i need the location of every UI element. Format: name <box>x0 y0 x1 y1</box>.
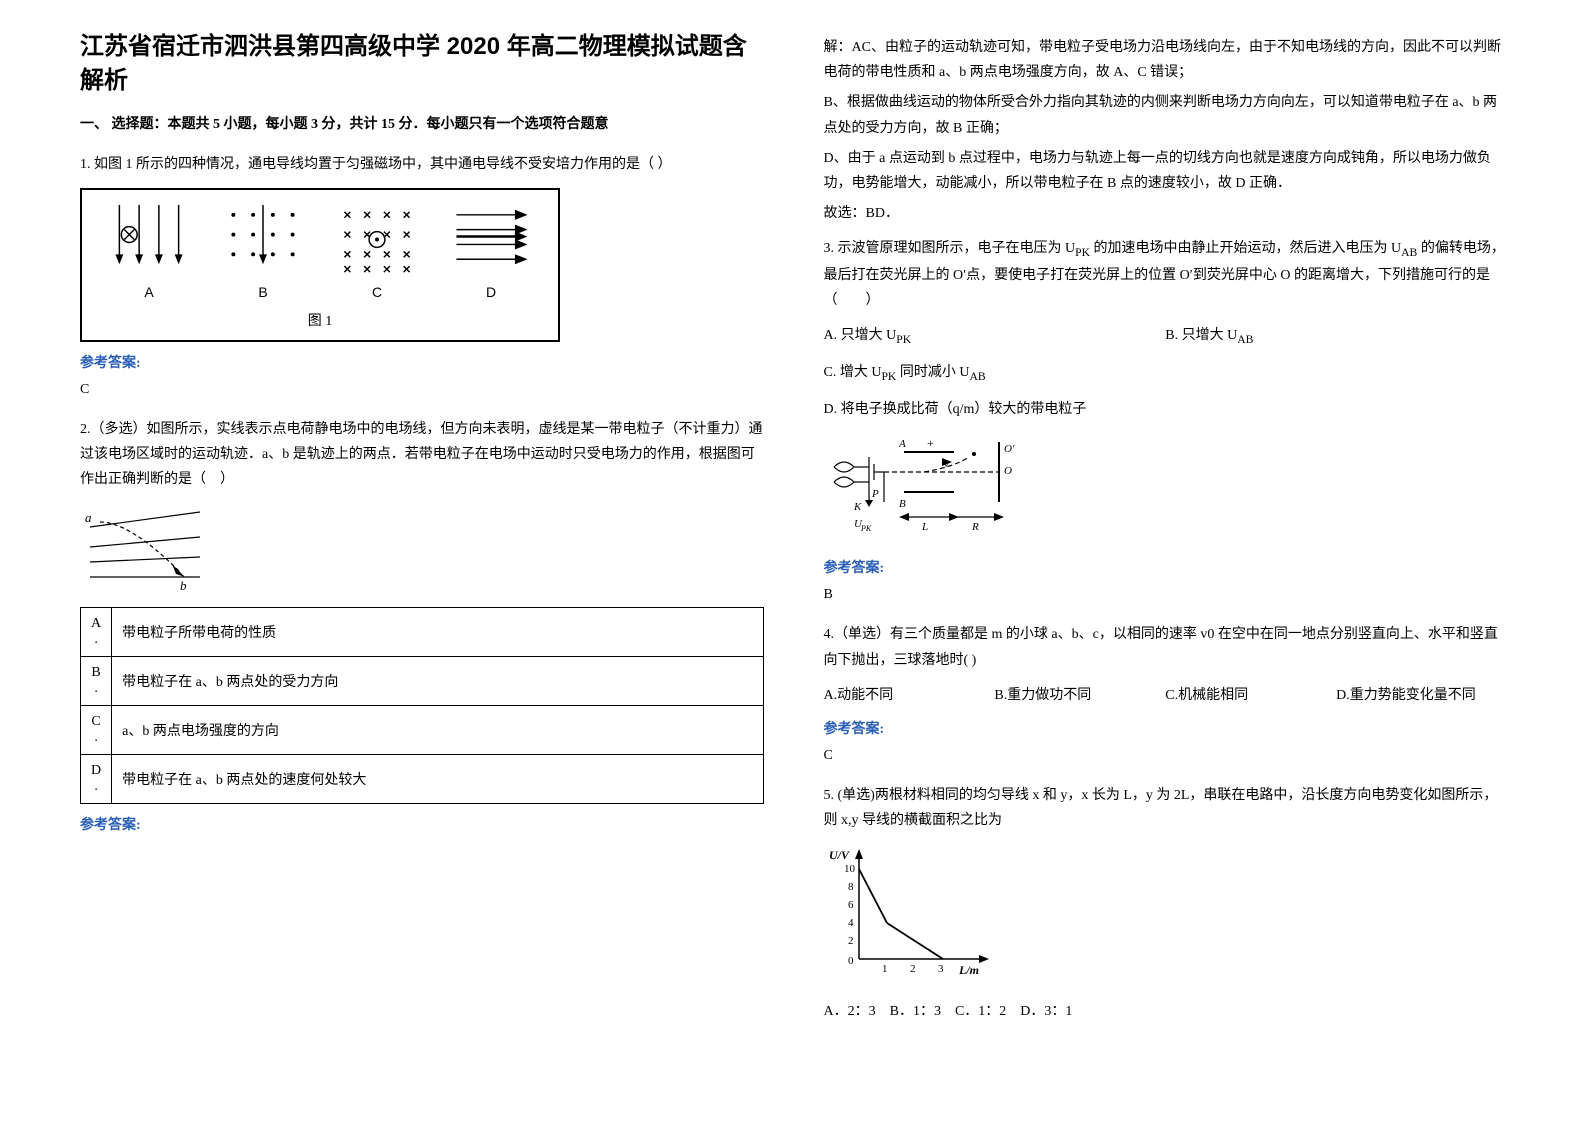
fig1-label-c: C <box>372 284 382 300</box>
answer-label-4: 参考答案: <box>824 718 1508 738</box>
answer-1: C <box>80 377 764 402</box>
opt-label-c: C. <box>81 706 112 755</box>
svg-text:K: K <box>853 501 862 513</box>
svg-text:10: 10 <box>844 863 856 875</box>
answer-4: C <box>824 743 1508 768</box>
fig1-caption: 图 1 <box>308 310 333 330</box>
figure-2: a b <box>80 502 764 597</box>
opt-label-a: A. <box>81 608 112 657</box>
svg-text:4: 4 <box>848 917 854 929</box>
question-4: 4.（单选）有三个质量都是 m 的小球 a、b、c，以相同的速率 v0 在空中在… <box>824 622 1508 672</box>
svg-text:A: A <box>898 438 906 450</box>
fig1-a-icon <box>109 200 189 279</box>
svg-text:b: b <box>180 578 187 592</box>
svg-text:R: R <box>971 521 979 533</box>
opt-text-b: 带电粒子在 a、b 两点处的受力方向 <box>112 657 763 706</box>
q3-option-c: C. 增大 UPK 同时减小 UAB <box>824 360 1508 387</box>
answer-3: B <box>824 582 1508 607</box>
fig1-label-a: A <box>144 284 153 300</box>
q3-option-d: D. 将电子换成比荷（q/m）较大的带电粒子 <box>824 397 1508 422</box>
q2-solution-3: D、由于 a 点运动到 b 点过程中，电场力与轨迹上每一点的切线方向也就是速度方… <box>824 146 1508 196</box>
table-row: D. 带电粒子在 a、b 两点处的速度何处较大 <box>81 755 764 804</box>
table-row: C. a、b 两点电场强度的方向 <box>81 706 764 755</box>
svg-text:0: 0 <box>848 955 854 967</box>
fig1-b-icon <box>223 200 303 279</box>
svg-text:8: 8 <box>848 881 854 893</box>
fig1-label-b: B <box>258 284 267 300</box>
q2-options-table: A. 带电粒子所带电荷的性质 B. 带电粒子在 a、b 两点处的受力方向 C. … <box>80 607 764 804</box>
q3-option-a: A. 只增大 UPK <box>824 323 1166 350</box>
svg-text:1: 1 <box>882 963 888 975</box>
opt-label-d: D. <box>81 755 112 804</box>
svg-text:B: B <box>899 498 906 510</box>
question-5: 5. (单选)两根材料相同的均匀导线 x 和 y，x 长为 L，y 为 2L，串… <box>824 783 1508 833</box>
svg-text:3: 3 <box>938 963 944 975</box>
q3-option-b: B. 只增大 UAB <box>1165 323 1507 350</box>
q4-option-c: C.机械能相同 <box>1165 683 1336 708</box>
svg-text:L/m: L/m <box>958 963 979 977</box>
fig1-d-icon <box>451 200 531 279</box>
section-header: 一、 选择题：本题共 5 小题，每小题 3 分，共计 15 分．每小题只有一个选… <box>80 112 764 137</box>
q2-solution-2: B、根据做曲线运动的物体所受合外力指向其轨迹的内侧来判断电场力方向向左，可以知道… <box>824 90 1508 140</box>
answer-label-1: 参考答案: <box>80 352 764 372</box>
svg-text:PK: PK <box>860 524 872 533</box>
opt-text-c: a、b 两点电场强度的方向 <box>112 706 763 755</box>
question-3: 3. 示波管原理如图所示，电子在电压为 UPK 的加速电场中由静止开始运动，然后… <box>824 236 1508 313</box>
svg-text:P: P <box>871 488 879 500</box>
figure-5-chart: 10 8 6 4 2 0 1 2 3 U/V L/m <box>824 844 1508 989</box>
page-title: 江苏省宿迁市泗洪县第四高级中学 2020 年高二物理模拟试题含解析 <box>80 30 764 97</box>
svg-text:a: a <box>85 510 92 525</box>
figure-3: P K U PK A + B v O′ O L R <box>824 432 1508 547</box>
svg-text:+: + <box>927 436 934 450</box>
opt-text-d: 带电粒子在 a、b 两点处的速度何处较大 <box>112 755 763 804</box>
question-1: 1. 如图 1 所示的四种情况，通电导线均置于匀强磁场中，其中通电导线不受安培力… <box>80 152 764 177</box>
fig1-label-d: D <box>486 284 496 300</box>
figure-1: A B <box>80 188 764 342</box>
answer-label-2: 参考答案: <box>80 814 764 834</box>
opt-label-b: B. <box>81 657 112 706</box>
svg-text:U/V: U/V <box>829 848 850 862</box>
q4-option-b: B.重力做功不同 <box>994 683 1165 708</box>
q2-solution-1: 解：AC、由粒子的运动轨迹可知，带电粒子受电场力沿电场线向左，由于不知电场线的方… <box>824 35 1508 85</box>
fig1-c-icon <box>337 200 417 279</box>
svg-text:O′: O′ <box>1004 443 1015 455</box>
svg-text:O: O <box>1004 465 1012 477</box>
q4-option-a: A.动能不同 <box>824 683 995 708</box>
opt-text-a: 带电粒子所带电荷的性质 <box>112 608 763 657</box>
answer-label-3: 参考答案: <box>824 557 1508 577</box>
table-row: A. 带电粒子所带电荷的性质 <box>81 608 764 657</box>
svg-text:2: 2 <box>910 963 916 975</box>
svg-text:L: L <box>921 521 928 533</box>
question-2: 2.（多选）如图所示，实线表示点电荷静电场中的电场线，但方向未表明，虚线是某一带… <box>80 417 764 493</box>
q2-conclusion: 故选：BD． <box>824 201 1508 226</box>
svg-text:2: 2 <box>848 935 854 947</box>
q5-options: A．2：3 B．1：3 C．1：2 D．3：1 <box>824 999 1508 1024</box>
table-row: B. 带电粒子在 a、b 两点处的受力方向 <box>81 657 764 706</box>
q4-option-d: D.重力势能变化量不同 <box>1336 683 1507 708</box>
svg-text:6: 6 <box>848 899 854 911</box>
